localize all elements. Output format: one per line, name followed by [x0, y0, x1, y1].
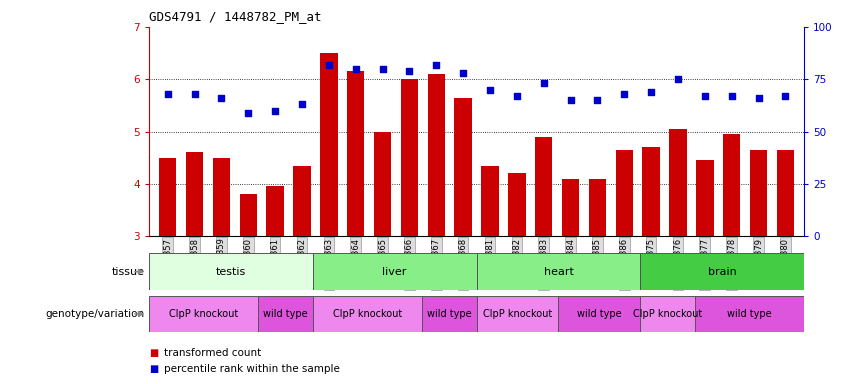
Point — [725, 93, 739, 99]
Bar — [615, 150, 633, 236]
Point — [403, 68, 416, 74]
Text: percentile rank within the sample: percentile rank within the sample — [164, 364, 340, 374]
Bar — [294, 166, 311, 236]
Bar — [482, 166, 499, 236]
Point — [430, 61, 443, 68]
Text: wild type: wild type — [263, 309, 308, 319]
Point — [242, 109, 255, 116]
Text: brain: brain — [708, 266, 737, 277]
Text: ClpP knockout: ClpP knockout — [333, 309, 402, 319]
Bar — [186, 152, 203, 236]
Point — [295, 101, 309, 108]
Text: genotype/variation: genotype/variation — [46, 309, 145, 319]
Point — [698, 93, 711, 99]
Bar — [240, 194, 257, 236]
Bar — [723, 134, 740, 236]
Point — [510, 93, 523, 99]
Point — [591, 97, 604, 103]
Text: ■: ■ — [149, 364, 158, 374]
Bar — [477, 253, 640, 290]
Point — [563, 97, 577, 103]
Bar — [427, 74, 445, 236]
Bar — [266, 187, 284, 236]
Bar — [696, 160, 713, 236]
Bar — [454, 98, 471, 236]
Text: ClpP knockout: ClpP knockout — [633, 309, 702, 319]
Point — [349, 66, 363, 72]
Text: tissue: tissue — [111, 266, 145, 277]
Text: wild type: wild type — [427, 309, 471, 319]
Text: ClpP knockout: ClpP knockout — [483, 309, 552, 319]
Point — [779, 93, 792, 99]
Bar — [374, 131, 391, 236]
Bar — [312, 296, 422, 332]
Text: wild type: wild type — [577, 309, 622, 319]
Bar — [589, 179, 606, 236]
Bar — [558, 296, 640, 332]
Text: heart: heart — [544, 266, 574, 277]
Point — [618, 91, 631, 97]
Bar — [149, 296, 258, 332]
Point — [751, 95, 765, 101]
Point — [644, 89, 658, 95]
Bar — [535, 137, 552, 236]
Bar — [320, 53, 338, 236]
Text: ■: ■ — [149, 348, 158, 358]
Bar — [477, 296, 558, 332]
Bar — [422, 296, 477, 332]
Text: testis: testis — [215, 266, 246, 277]
Bar — [312, 253, 477, 290]
Point — [214, 95, 228, 101]
Bar — [149, 253, 312, 290]
Point — [188, 91, 202, 97]
Point — [376, 66, 390, 72]
Bar — [258, 296, 312, 332]
Bar — [213, 158, 230, 236]
Bar — [777, 150, 794, 236]
Bar — [347, 71, 364, 236]
Point — [671, 76, 685, 82]
Bar — [695, 296, 804, 332]
Text: liver: liver — [382, 266, 407, 277]
Bar — [508, 174, 526, 236]
Point — [161, 91, 174, 97]
Point — [268, 108, 282, 114]
Bar — [640, 253, 804, 290]
Text: GDS4791 / 1448782_PM_at: GDS4791 / 1448782_PM_at — [149, 10, 322, 23]
Bar — [159, 158, 176, 236]
Point — [483, 87, 497, 93]
Text: ClpP knockout: ClpP knockout — [168, 309, 238, 319]
Bar — [643, 147, 660, 236]
Bar — [401, 79, 418, 236]
Point — [537, 80, 551, 86]
Bar — [669, 129, 687, 236]
Bar — [640, 296, 695, 332]
Point — [456, 70, 470, 76]
Bar — [562, 179, 580, 236]
Bar — [750, 150, 768, 236]
Point — [322, 61, 335, 68]
Text: wild type: wild type — [728, 309, 772, 319]
Text: transformed count: transformed count — [164, 348, 261, 358]
